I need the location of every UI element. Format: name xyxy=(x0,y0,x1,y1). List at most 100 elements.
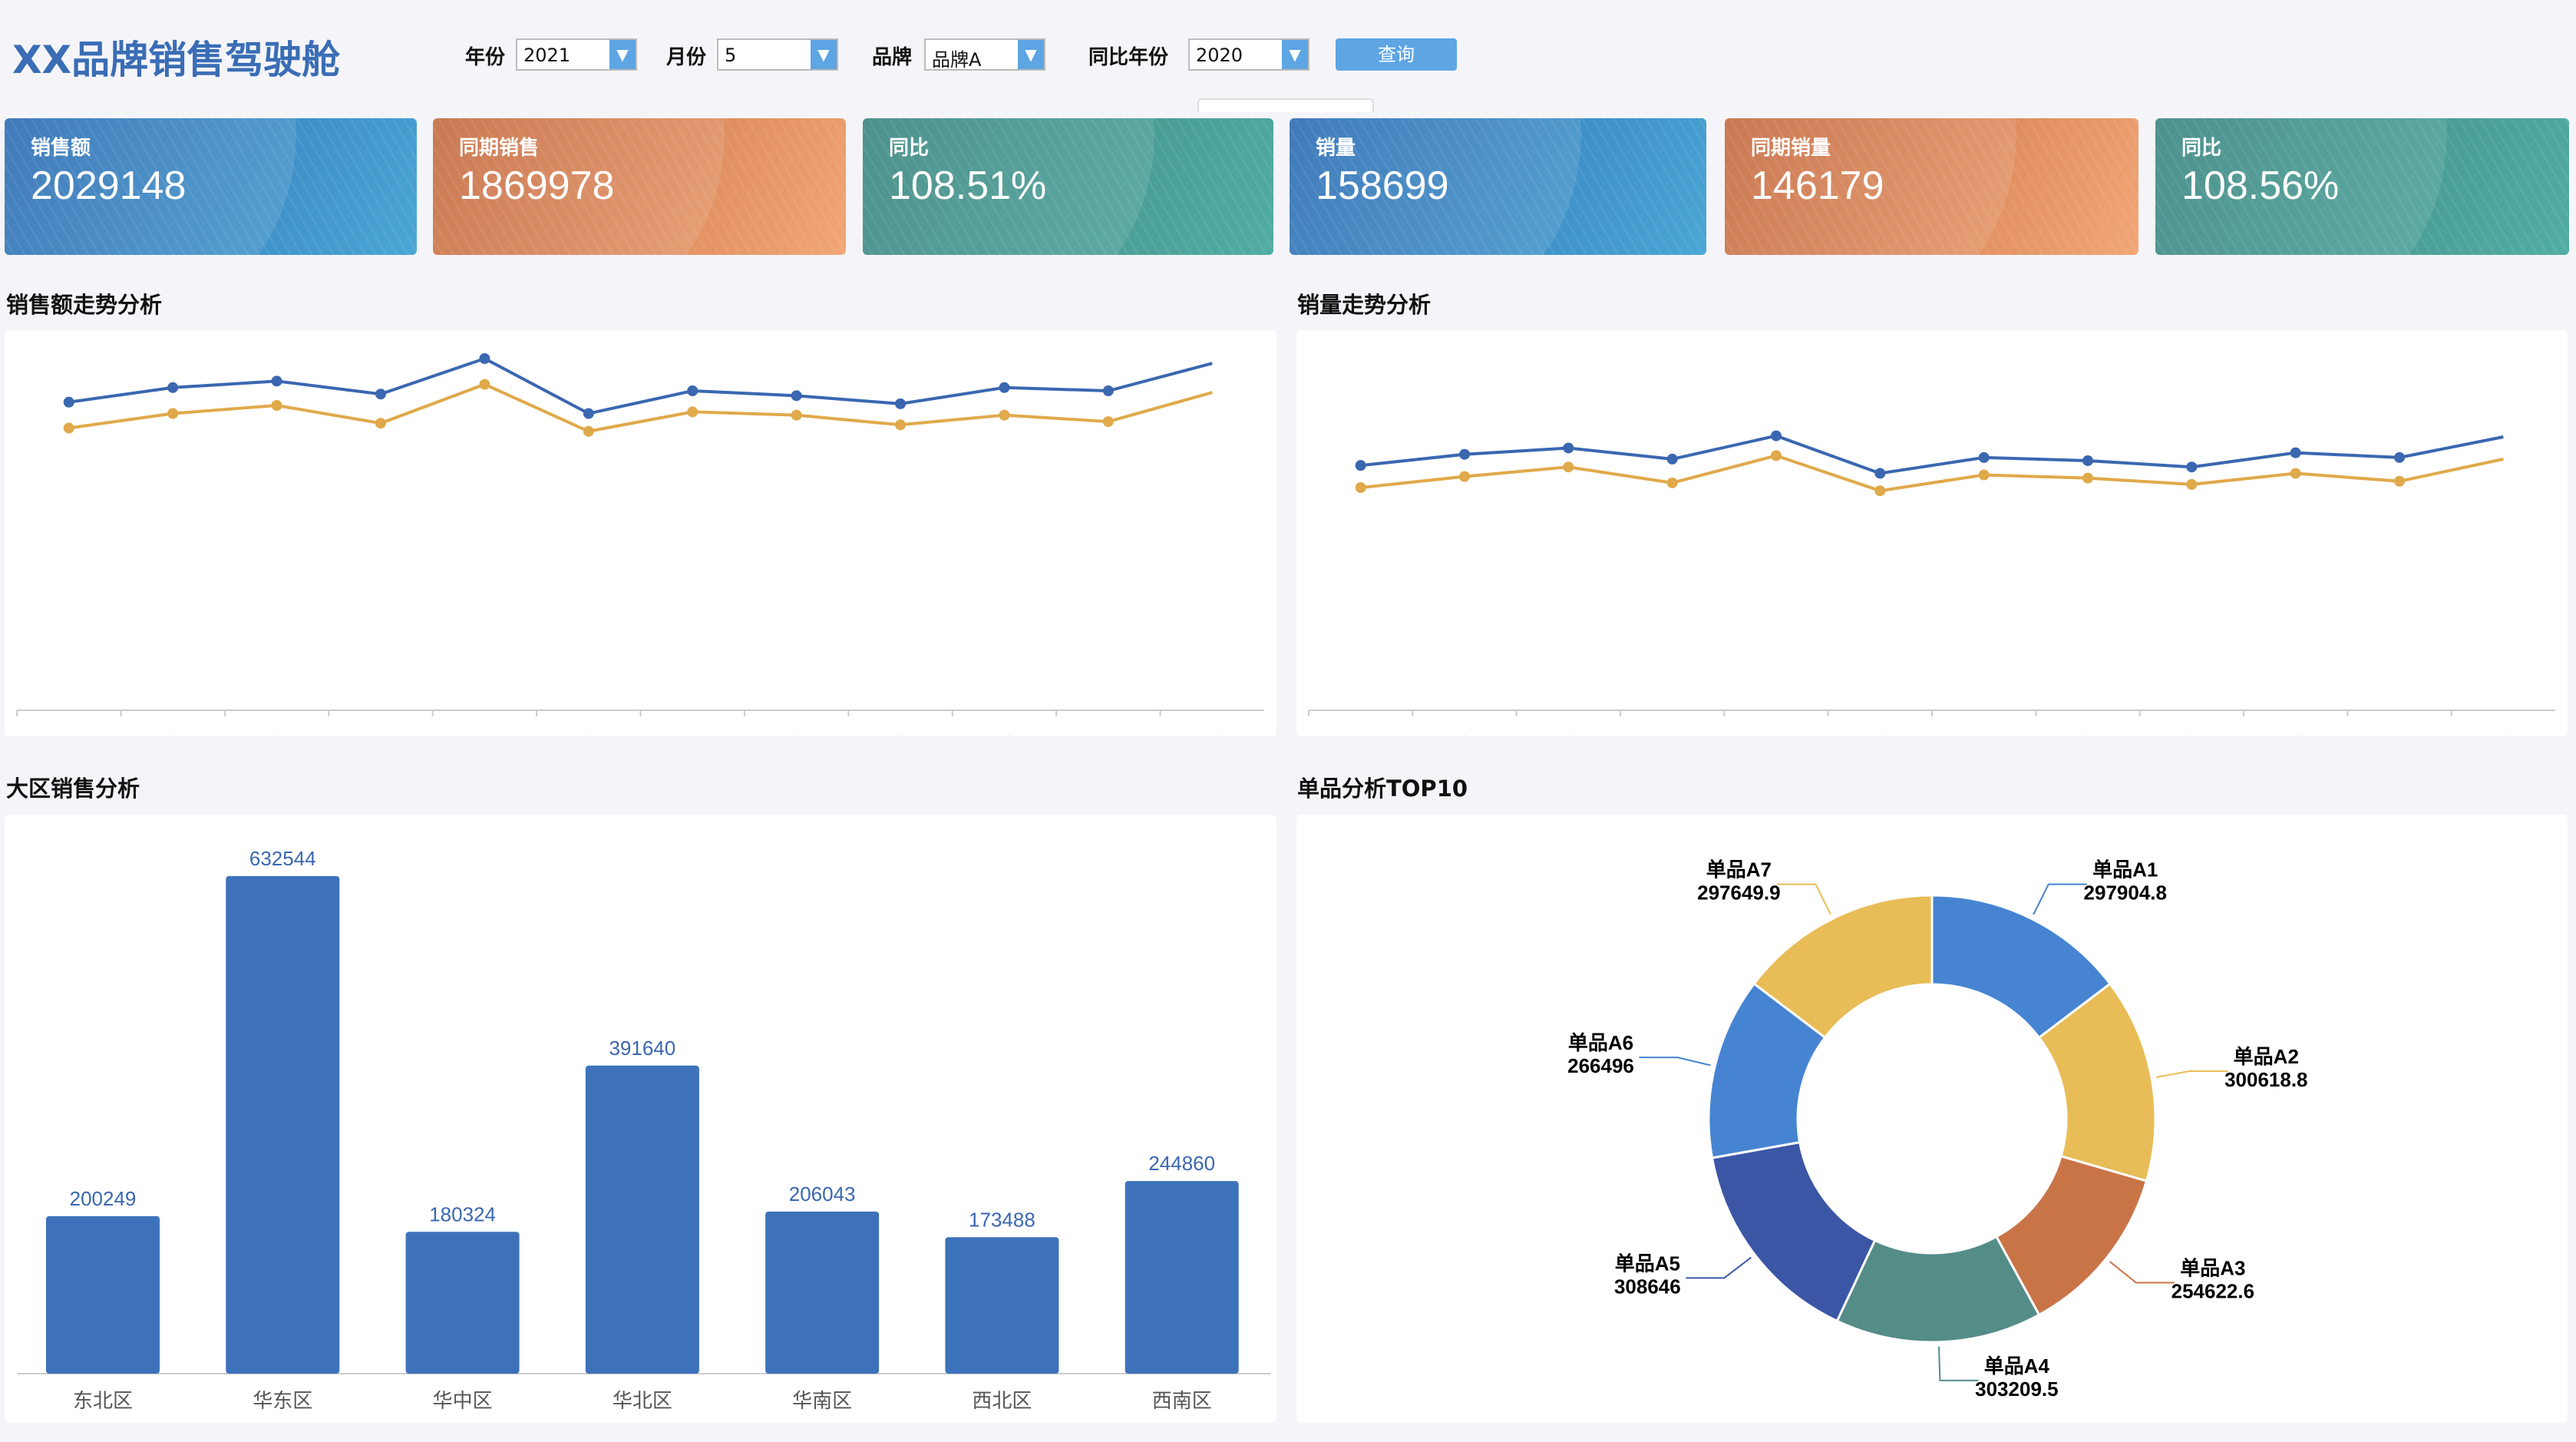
x-tick-label: 10 xyxy=(2284,732,2307,736)
data-point xyxy=(271,375,282,387)
data-point xyxy=(2394,475,2405,487)
kpi-label: 同期销售 xyxy=(459,137,540,160)
x-tick-label: 12 xyxy=(2492,732,2515,736)
filter-select[interactable]: 5 ▼ xyxy=(717,38,838,71)
slice-label: 单品A5 xyxy=(1615,1252,1680,1275)
filter-select[interactable]: 2020 ▼ xyxy=(1188,38,1309,71)
donut-slice xyxy=(1835,1235,2041,1344)
x-tick-label: 3 xyxy=(271,732,282,736)
filter-label: 同比年份 xyxy=(1088,46,1169,69)
leader-line xyxy=(1938,1346,1979,1381)
volume-trend-chart: 123456789101112 xyxy=(1308,430,2555,755)
series-line xyxy=(68,356,1213,415)
kpi-card: 同比 108.56% xyxy=(2155,118,2569,255)
data-point xyxy=(1978,469,1990,481)
slice-value: 308646 xyxy=(1614,1275,1681,1298)
bar-data-label: 391640 xyxy=(609,1037,675,1060)
filter-label: 品牌 xyxy=(872,46,913,69)
x-tick-label: 4 xyxy=(375,732,386,736)
top10-donut-chart-panel: 单品A1 297904.8 单品A2 300618.8 单品A3 254622.6 单品A4… xyxy=(1296,815,2568,1423)
slice-label: 单品A7 xyxy=(1706,858,1772,881)
donut-slice xyxy=(1710,1140,1877,1323)
x-tick-label: 7 xyxy=(1978,732,1989,736)
x-tick-label: 10 xyxy=(993,732,1016,736)
data-point xyxy=(375,418,386,429)
x-tick-label: 12 xyxy=(1201,732,1224,736)
leader-line xyxy=(1777,883,1831,915)
data-point xyxy=(687,385,698,397)
data-point xyxy=(1666,453,1678,465)
x-tick-label: 11 xyxy=(1098,732,1118,736)
bar-data-label: 173488 xyxy=(969,1208,1035,1231)
x-tick-label: 华北区 xyxy=(613,1389,672,1412)
x-tick-label: 华南区 xyxy=(792,1389,852,1412)
slice-value: 297649.9 xyxy=(1697,881,1780,905)
filter-value: 2021 xyxy=(523,45,571,66)
data-point xyxy=(479,353,490,364)
slice-value: 254622.6 xyxy=(2171,1280,2254,1303)
data-point xyxy=(999,382,1010,393)
query-button[interactable]: 查询 xyxy=(1336,38,1457,71)
filter-value: 品牌A xyxy=(932,49,982,71)
data-point xyxy=(791,390,802,402)
sales-trend-chart-panel: 123456789101112 xyxy=(5,330,1276,755)
x-tick-label: 西南区 xyxy=(1152,1389,1212,1412)
x-tick-label: 9 xyxy=(895,732,906,736)
section-title-top10: 单品分析TOP10 xyxy=(1297,776,1468,802)
slice-label: 单品A1 xyxy=(2092,858,2158,881)
data-point xyxy=(2186,478,2198,490)
volume-trend-chart-panel: 123456789101112 xyxy=(1296,330,2568,755)
kpi-value: 1869978 xyxy=(459,164,615,208)
data-point xyxy=(791,409,802,421)
x-tick-label: 8 xyxy=(791,732,801,736)
data-point xyxy=(1355,482,1366,494)
x-tick-label: 5 xyxy=(479,732,490,736)
kpi-card: 销售额 2029148 xyxy=(5,118,417,255)
chevron-down-icon[interactable]: ▼ xyxy=(1018,40,1044,69)
kpi-card: 同期销售 1869978 xyxy=(433,118,846,255)
data-point xyxy=(271,399,282,411)
data-point xyxy=(1102,416,1114,428)
x-tick-label: 4 xyxy=(1666,732,1677,736)
region-bar-chart: 200249 东北区 632544 华东区 180324 华中区 391640 华北区 2060… xyxy=(17,847,1271,1412)
x-tick-label: 1 xyxy=(63,732,74,736)
x-tick-label: 华东区 xyxy=(253,1389,312,1412)
chevron-down-icon[interactable]: ▼ xyxy=(609,40,636,69)
x-tick-label: 6 xyxy=(1874,732,1885,736)
data-point xyxy=(167,408,179,419)
data-point xyxy=(1355,460,1366,471)
slice-label: 单品A3 xyxy=(2180,1257,2245,1280)
collapse-handle[interactable] xyxy=(1197,98,1374,112)
leader-line xyxy=(2033,883,2087,915)
leader-line xyxy=(1686,1256,1752,1279)
slice-label: 单品A2 xyxy=(2234,1045,2299,1068)
x-tick-label: 2 xyxy=(167,732,178,736)
filter-select[interactable]: 品牌A ▼ xyxy=(924,38,1045,71)
x-tick-label: 9 xyxy=(2186,732,2197,736)
chevron-down-icon[interactable]: ▼ xyxy=(811,40,837,69)
kpi-label: 同比 xyxy=(889,137,930,160)
data-point xyxy=(1874,485,1886,497)
bar xyxy=(46,1215,160,1374)
data-point xyxy=(167,382,179,393)
x-tick-label: 华中区 xyxy=(433,1389,493,1412)
data-point xyxy=(2394,451,2405,463)
data-point xyxy=(687,406,698,418)
data-point xyxy=(1771,430,1782,442)
data-point xyxy=(1563,442,1574,454)
data-point xyxy=(1563,461,1574,473)
data-point xyxy=(895,398,907,409)
data-point xyxy=(1978,451,1990,463)
section-title-region: 大区销售分析 xyxy=(6,776,140,802)
filter-select[interactable]: 2021 ▼ xyxy=(516,38,637,71)
chevron-down-icon[interactable]: ▼ xyxy=(1282,40,1308,69)
data-point xyxy=(895,419,907,431)
data-point xyxy=(63,422,74,434)
x-tick-label: 8 xyxy=(2082,732,2093,736)
donut-slice xyxy=(1752,894,1934,1040)
data-point xyxy=(1771,450,1782,461)
leader-line xyxy=(1639,1057,1711,1067)
kpi-card: 销量 158699 xyxy=(1290,118,1706,255)
data-point xyxy=(2290,447,2301,458)
